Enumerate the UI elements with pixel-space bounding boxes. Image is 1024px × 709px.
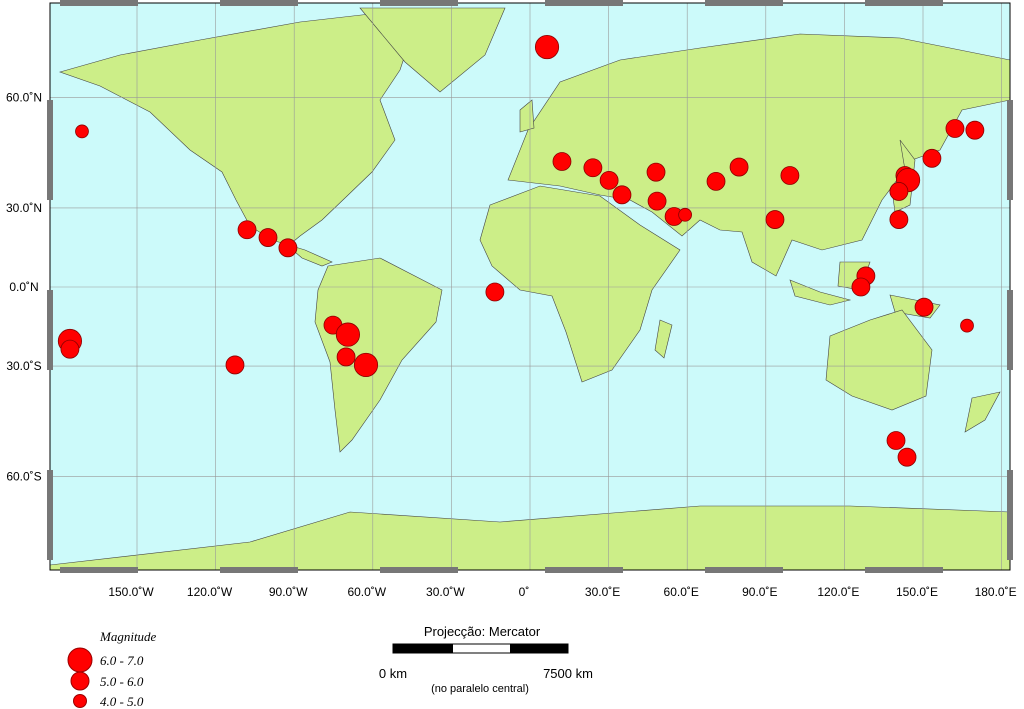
longitude-label: 90.0˚E	[742, 585, 777, 599]
longitude-label: 150.0˚W	[108, 585, 154, 599]
longitude-label: 120.0˚W	[187, 585, 233, 599]
longitude-label: 30.0˚W	[426, 585, 465, 599]
earthquake	[237, 220, 257, 240]
legend-title: Magnitude	[99, 629, 157, 644]
earthquake	[612, 185, 632, 205]
projection-label: Projecção: Mercator	[424, 624, 541, 639]
earthquake	[851, 277, 871, 297]
earthquake	[889, 210, 909, 229]
earthquake	[729, 157, 749, 177]
earthquake	[965, 120, 985, 140]
latitude-label: 30.0˚N	[6, 201, 42, 215]
latitude-label: 60.0˚N	[6, 90, 42, 104]
earthquake	[225, 355, 245, 375]
earthquake	[60, 339, 80, 359]
longitude-label: 90.0˚W	[269, 585, 308, 599]
earthquake	[646, 162, 666, 182]
earthquake	[706, 171, 726, 191]
earthquake	[336, 347, 356, 367]
earthquake	[765, 210, 785, 229]
scale-note: (no paralelo central)	[431, 683, 529, 695]
earthquake	[278, 238, 298, 258]
scale-start: 0 km	[379, 666, 407, 681]
earthquake	[485, 282, 505, 302]
earthquake	[914, 297, 934, 317]
earthquake	[897, 447, 917, 467]
earthquake	[889, 182, 909, 201]
earthquake	[599, 170, 619, 190]
latitude-label: 60.0˚S	[6, 470, 41, 484]
earthquake	[258, 228, 278, 247]
earthquake	[647, 191, 667, 211]
frame-bars	[47, 0, 1013, 573]
earthquake	[780, 166, 800, 185]
earthquake	[678, 207, 692, 222]
earthquake	[583, 158, 603, 178]
earthquake	[335, 322, 360, 347]
earthquake	[552, 152, 572, 171]
earthquake	[353, 352, 379, 378]
latitude-label: 0.0˚N	[9, 280, 38, 294]
map-frame	[49, 2, 1011, 571]
scale-bar-segment	[510, 644, 568, 653]
longitude-label: 120.0˚E	[817, 585, 859, 599]
scale-bar-segment	[393, 644, 453, 653]
legend-label: 5.0 - 6.0	[100, 674, 144, 689]
earthquake	[960, 318, 974, 333]
longitude-label: 150.0˚E	[896, 585, 938, 599]
legend-symbol	[67, 647, 93, 673]
earthquake	[886, 431, 906, 450]
longitude-label: 0˚	[519, 585, 530, 599]
legend-label: 4.0 - 5.0	[100, 694, 144, 709]
legend-symbol	[73, 694, 87, 708]
scale-end: 7500 km	[543, 666, 593, 681]
earthquake	[922, 148, 942, 168]
longitude-label: 60.0˚E	[664, 585, 699, 599]
earthquake	[945, 119, 965, 138]
earthquake	[534, 34, 560, 60]
longitude-label: 180.0˚E	[975, 585, 1017, 599]
longitude-label: 30.0˚E	[585, 585, 620, 599]
legend-label: 6.0 - 7.0	[100, 653, 144, 668]
earthquake	[75, 124, 89, 139]
latitude-label: 30.0˚S	[6, 359, 41, 373]
longitude-label: 60.0˚W	[347, 585, 386, 599]
legend-symbol	[70, 671, 90, 691]
